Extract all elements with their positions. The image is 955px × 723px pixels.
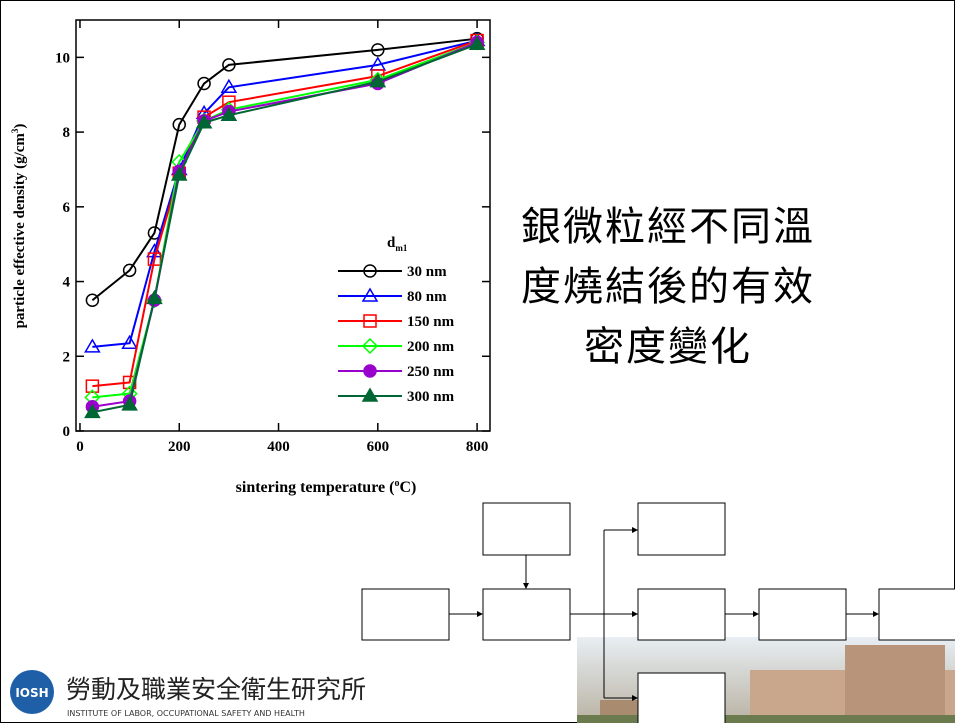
caption: 銀微粒經不同溫 度燒結後的有效 密度變化	[521, 204, 815, 369]
flow-box	[879, 589, 955, 640]
x-tick-label: 600	[367, 439, 390, 455]
flow-box	[759, 589, 846, 640]
x-tick-label: 800	[466, 439, 489, 455]
y-axis-label: particle effective density (g/cm3)	[10, 124, 28, 329]
flow-box	[483, 589, 570, 640]
y-tick-label: 2	[63, 349, 71, 365]
logo-english: INSTITUTE OF LABOR, OCCUPATIONAL SAFETY …	[67, 709, 305, 718]
y-tick-label: 6	[63, 200, 71, 216]
x-tick-label: 200	[168, 439, 191, 455]
building	[845, 645, 945, 720]
y-tick-label: 8	[63, 125, 71, 141]
y-tick-label: 4	[63, 275, 71, 291]
legend-label: 200 nm	[407, 339, 455, 355]
legend-label: 80 nm	[407, 289, 447, 305]
caption-line: 銀微粒經不同溫	[521, 204, 815, 249]
x-tick-label: 0	[76, 439, 84, 455]
flowchart	[362, 503, 955, 723]
legend-marker	[364, 365, 376, 377]
logo: IOSH 勞動及職業安全衛生研究所 INSTITUTE OF LABOR, OC…	[10, 670, 366, 718]
caption-line: 密度變化	[584, 324, 752, 369]
ground	[577, 715, 955, 723]
flow-box	[638, 589, 725, 640]
logo-mark: IOSH	[15, 686, 48, 700]
slide-canvas: 銀微粒經不同溫 度燒結後的有效 密度變化 IOSH 勞動及職業安全衛生研究所 I…	[0, 0, 955, 723]
legend-label: 30 nm	[407, 264, 447, 280]
y-tick-label: 0	[63, 424, 71, 440]
x-tick-label: 400	[267, 439, 290, 455]
caption-line: 度燒結後的有效	[521, 264, 815, 309]
x-axis-label: sintering temperature (oC)	[236, 478, 417, 496]
logo-name: 勞動及職業安全衛生研究所	[66, 675, 366, 704]
legend-label: 250 nm	[407, 364, 455, 380]
legend-label: 150 nm	[407, 314, 455, 330]
flow-box	[483, 503, 570, 555]
flow-box	[638, 673, 725, 723]
flow-box	[362, 589, 449, 640]
chart-background	[2, 2, 502, 502]
y-tick-label: 10	[55, 50, 70, 66]
slide: 銀微粒經不同溫 度燒結後的有效 密度變化 IOSH 勞動及職業安全衛生研究所 I…	[0, 0, 955, 723]
legend-label: 300 nm	[407, 389, 455, 405]
flow-box	[638, 503, 725, 555]
